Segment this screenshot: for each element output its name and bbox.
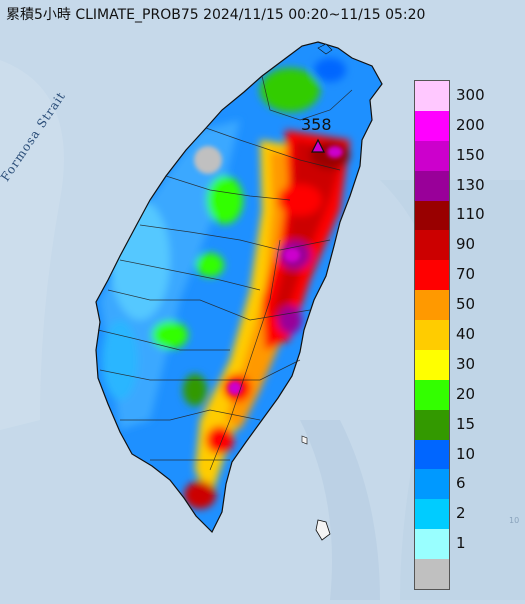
legend-swatch bbox=[415, 200, 449, 231]
legend-swatch bbox=[415, 110, 449, 141]
legend-label: 50 bbox=[456, 295, 476, 314]
legend-swatch bbox=[415, 559, 449, 589]
legend-swatch bbox=[415, 409, 449, 440]
legend-swatch bbox=[415, 469, 449, 500]
map-title: 累積5小時 CLIMATE_PROB75 2024/11/15 00:20~11… bbox=[6, 7, 426, 23]
legend-label: 10 bbox=[456, 444, 476, 463]
legend-label: 200 bbox=[456, 115, 485, 134]
legend-label: 150 bbox=[456, 145, 485, 164]
legend-label: 110 bbox=[456, 205, 485, 224]
legend-swatch bbox=[415, 529, 449, 559]
legend-swatch bbox=[415, 499, 449, 530]
legend-swatch bbox=[415, 170, 449, 201]
county-boundaries bbox=[97, 75, 353, 471]
legend-swatch bbox=[415, 439, 449, 470]
orchid-island bbox=[315, 519, 331, 541]
legend-label: 300 bbox=[456, 85, 485, 104]
legend-label: 20 bbox=[456, 384, 476, 403]
legend-swatch bbox=[415, 379, 449, 410]
legend-label: 6 bbox=[456, 474, 466, 493]
legend-label: 2 bbox=[456, 504, 466, 523]
peak-value: 358 bbox=[301, 115, 332, 134]
legend-label: 30 bbox=[456, 354, 476, 373]
legend-swatch bbox=[415, 320, 449, 350]
legend-swatch bbox=[415, 349, 449, 380]
legend-labels: 300 200 150 130 110 90 70 50 40 30 20 15 10 6 2 1 bbox=[456, 80, 516, 588]
corner-tick: 10 bbox=[509, 516, 520, 525]
north-islet bbox=[317, 43, 333, 55]
legend-label: 70 bbox=[456, 265, 476, 284]
legend-swatch bbox=[415, 140, 449, 171]
color-legend bbox=[414, 80, 450, 590]
island-outline bbox=[95, 41, 383, 534]
legend-swatch bbox=[415, 81, 449, 111]
legend-label: 40 bbox=[456, 325, 476, 343]
green-island bbox=[301, 435, 308, 445]
legend-swatch bbox=[415, 230, 449, 261]
peak-marker-icon bbox=[311, 138, 325, 153]
legend-label: 90 bbox=[456, 235, 476, 254]
legend-label: 130 bbox=[456, 175, 485, 194]
legend-label: 15 bbox=[456, 414, 476, 433]
legend-label: 1 bbox=[456, 534, 466, 553]
legend-swatch bbox=[415, 260, 449, 291]
legend-swatch bbox=[415, 290, 449, 320]
